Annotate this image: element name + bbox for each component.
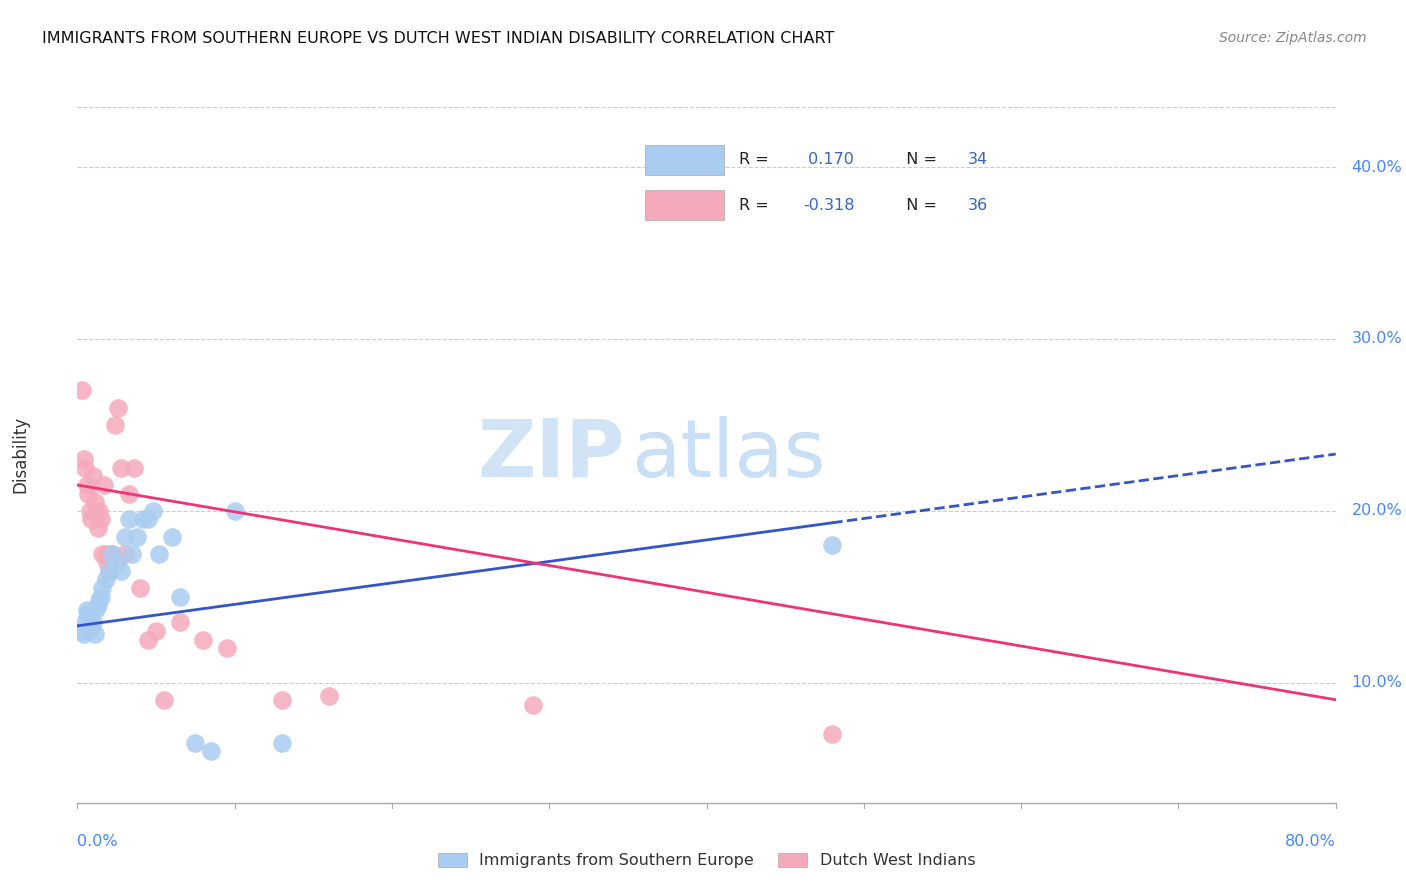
Text: 20.0%: 20.0% <box>1351 503 1402 518</box>
Point <box>132 512 155 526</box>
Text: 10.0%: 10.0% <box>1351 675 1402 690</box>
Point <box>80 621 103 635</box>
Point <box>522 698 544 712</box>
Point <box>127 529 149 543</box>
Point <box>90 590 112 604</box>
Text: N =: N = <box>897 153 942 167</box>
Point <box>72 452 94 467</box>
Point <box>82 615 104 630</box>
Point <box>87 521 110 535</box>
Point <box>184 736 207 750</box>
Point <box>118 486 141 500</box>
Point <box>215 641 238 656</box>
Point <box>94 547 117 561</box>
Point <box>82 469 104 483</box>
Point <box>148 547 170 561</box>
Point <box>114 529 136 543</box>
Point <box>91 581 114 595</box>
Point <box>101 547 124 561</box>
Text: N =: N = <box>897 197 942 212</box>
Point <box>89 504 111 518</box>
Point <box>129 581 152 595</box>
Point <box>270 692 292 706</box>
Point <box>153 692 176 706</box>
Point <box>191 632 215 647</box>
Bar <box>645 145 724 175</box>
Point <box>169 615 191 630</box>
Point <box>91 547 114 561</box>
Point <box>70 624 93 638</box>
Text: 30.0%: 30.0% <box>1351 332 1402 346</box>
Point <box>118 512 141 526</box>
Point <box>105 555 128 569</box>
Text: R =: R = <box>738 153 773 167</box>
Text: 34: 34 <box>969 153 988 167</box>
Point <box>94 573 117 587</box>
Point <box>104 417 127 432</box>
Legend: Immigrants from Southern Europe, Dutch West Indians: Immigrants from Southern Europe, Dutch W… <box>432 847 981 875</box>
Point <box>79 610 101 624</box>
Text: 80.0%: 80.0% <box>1285 834 1336 848</box>
Point <box>90 512 112 526</box>
Text: 36: 36 <box>969 197 988 212</box>
Point <box>87 599 110 613</box>
Text: R =: R = <box>738 197 773 212</box>
Text: 0.170: 0.170 <box>803 153 853 167</box>
Point <box>200 744 222 758</box>
Point <box>122 460 145 475</box>
Text: Disability: Disability <box>11 417 30 493</box>
Text: IMMIGRANTS FROM SOUTHERN EUROPE VS DUTCH WEST INDIAN DISABILITY CORRELATION CHAR: IMMIGRANTS FROM SOUTHERN EUROPE VS DUTCH… <box>42 31 835 46</box>
Text: ZIP: ZIP <box>478 416 624 494</box>
Text: 40.0%: 40.0% <box>1351 160 1402 175</box>
Text: 0.0%: 0.0% <box>77 834 118 848</box>
Point <box>80 512 103 526</box>
Text: atlas: atlas <box>631 416 825 494</box>
Point <box>96 555 118 569</box>
Point <box>821 538 844 552</box>
Point <box>77 607 100 621</box>
Point <box>107 401 129 415</box>
Point <box>70 384 93 398</box>
Point <box>110 460 132 475</box>
Point <box>136 512 159 526</box>
Point <box>77 486 100 500</box>
Point <box>89 593 111 607</box>
Text: -0.318: -0.318 <box>803 197 855 212</box>
Point <box>72 627 94 641</box>
Point <box>110 564 132 578</box>
Point <box>121 547 143 561</box>
Point <box>83 495 105 509</box>
Point <box>270 736 292 750</box>
Text: Source: ZipAtlas.com: Source: ZipAtlas.com <box>1219 31 1367 45</box>
Point <box>84 504 107 518</box>
Point <box>97 564 120 578</box>
Point <box>101 547 124 561</box>
Point <box>136 632 159 647</box>
Point <box>145 624 167 638</box>
Point <box>821 727 844 741</box>
Point <box>318 690 340 704</box>
Point <box>160 529 183 543</box>
Point <box>97 564 120 578</box>
Point <box>83 627 105 641</box>
Point <box>224 504 246 518</box>
Point <box>75 615 97 630</box>
Point <box>76 478 98 492</box>
Point <box>142 504 165 518</box>
Point <box>84 601 107 615</box>
Point <box>93 478 115 492</box>
Point <box>75 460 97 475</box>
Point <box>114 547 136 561</box>
Bar <box>645 190 724 220</box>
Point <box>76 603 98 617</box>
Point <box>169 590 191 604</box>
Point <box>79 504 101 518</box>
